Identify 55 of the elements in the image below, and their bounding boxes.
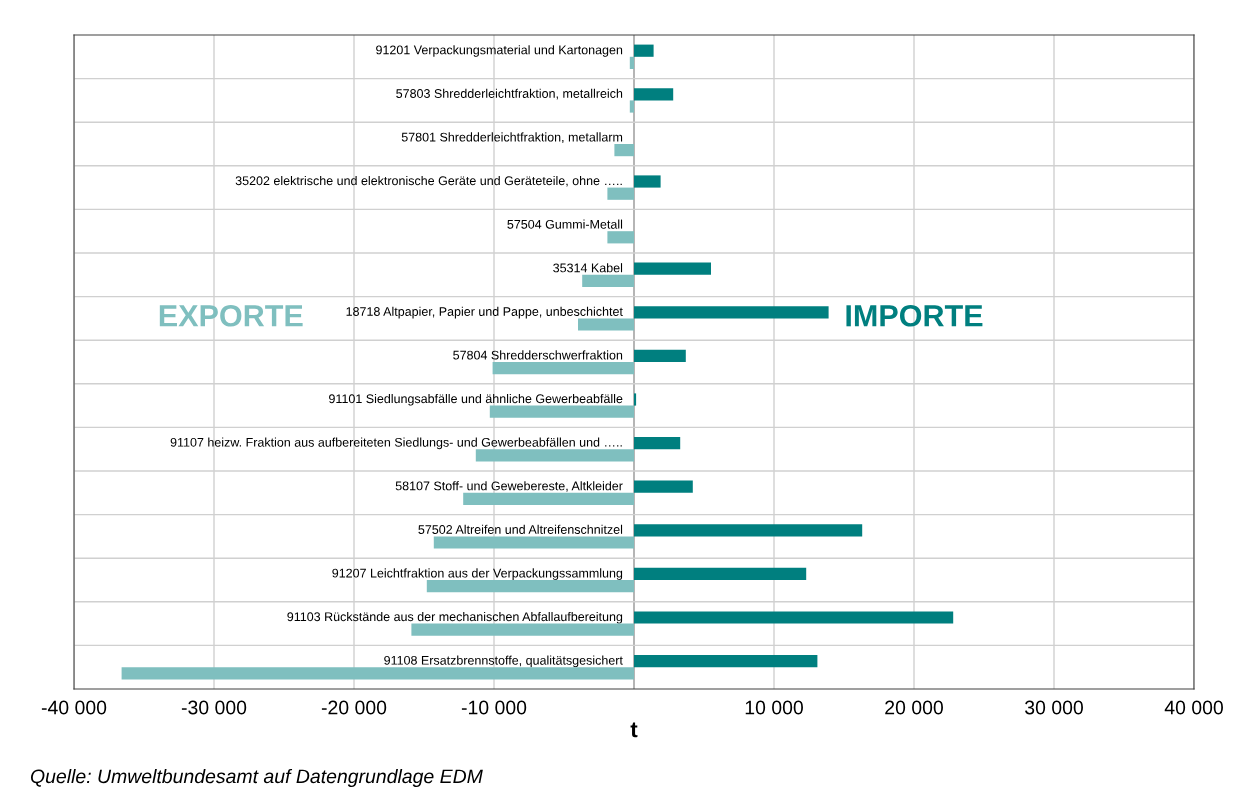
- source-note: Quelle: Umweltbundesamt auf Datengrundlage EDM: [30, 768, 483, 788]
- y-tick-label: 57804 Shredderschwerfraktion: [453, 350, 623, 360]
- bar: [463, 492, 634, 506]
- y-tick-label: 58107 Stoff- und Gewebereste, Altkleider: [395, 481, 623, 492]
- x-tick-label: 10 000: [745, 700, 803, 715]
- bar: [629, 100, 634, 113]
- bar: [634, 611, 954, 624]
- x-tick-label: -10 000: [461, 700, 527, 715]
- y-tick-label: 18718 Altpapier, Papier und Pappe, unbeschichtet: [346, 306, 623, 319]
- bar: [634, 567, 807, 580]
- text: EXPORTE: [159, 304, 303, 327]
- bar: [634, 654, 818, 668]
- bar: [411, 623, 634, 636]
- y-tick-label: 35314 Kabel: [553, 263, 623, 273]
- bar: [634, 306, 829, 319]
- bar: [475, 449, 634, 462]
- x-axis-title: t: [630, 722, 638, 738]
- bar: [634, 524, 863, 537]
- y-tick-label: 35202 elektrische und elektronische Geräte und Geräteteile, ohne …..: [235, 175, 622, 187]
- bar: [634, 262, 711, 275]
- series-label: IMPORTE: [846, 304, 983, 327]
- y-tick-label: 57801 Shredderleichtfraktion, metallarm: [401, 132, 623, 144]
- bar: [634, 349, 686, 362]
- bar: [634, 393, 637, 406]
- bar: [634, 480, 693, 493]
- bar: [426, 580, 634, 593]
- x-tick-label: 40 000: [1164, 700, 1223, 715]
- bar: [614, 144, 634, 157]
- bar: [582, 274, 634, 288]
- y-tick-label: 57803 Shredderleichtfraktion, metallreich: [396, 88, 623, 100]
- x-tick-label: 30 000: [1025, 700, 1083, 715]
- x-tick-label: -40 000: [41, 700, 107, 715]
- x-tick-label: -30 000: [181, 700, 247, 715]
- bar: [578, 318, 634, 331]
- bar: [634, 88, 674, 101]
- bar: [607, 231, 634, 244]
- bar: [433, 536, 634, 549]
- y-tick-label: 91103 Rückstände aus der mechanischen Abfallaufbereitung: [287, 611, 623, 624]
- bar: [489, 405, 634, 418]
- y-tick-label: 57502 Altreifen und Altreifenschnitzel: [418, 524, 623, 534]
- y-tick-label: 91108 Ersatzbrennstoffe, qualitätsgesichert: [384, 655, 623, 668]
- bar: [629, 56, 634, 70]
- y-tick-label: 57504 Gummi-Metall: [507, 219, 623, 229]
- y-tick-label: 91207 Leichtfraktion aus der Verpackungssammlung: [332, 568, 623, 580]
- y-tick-label: 91201 Verpackungsmaterial und Kartonagen: [376, 45, 623, 57]
- bar: [121, 667, 634, 680]
- y-tick-label: 91107 heizw. Fraktion aus aufbereiteten Siedlungs- und Gewerbeabfällen und …..: [170, 437, 622, 450]
- bar: [634, 436, 681, 450]
- bar: [634, 44, 654, 57]
- y-tick-label: 91101 Siedlungsabfälle und ähnliche Gewerbeabfälle: [329, 393, 623, 406]
- bar: [492, 362, 634, 375]
- bar: [634, 175, 661, 188]
- x-tick-label: -20 000: [321, 700, 387, 715]
- x-tick-label: 20 000: [885, 700, 943, 715]
- bar: [607, 187, 634, 200]
